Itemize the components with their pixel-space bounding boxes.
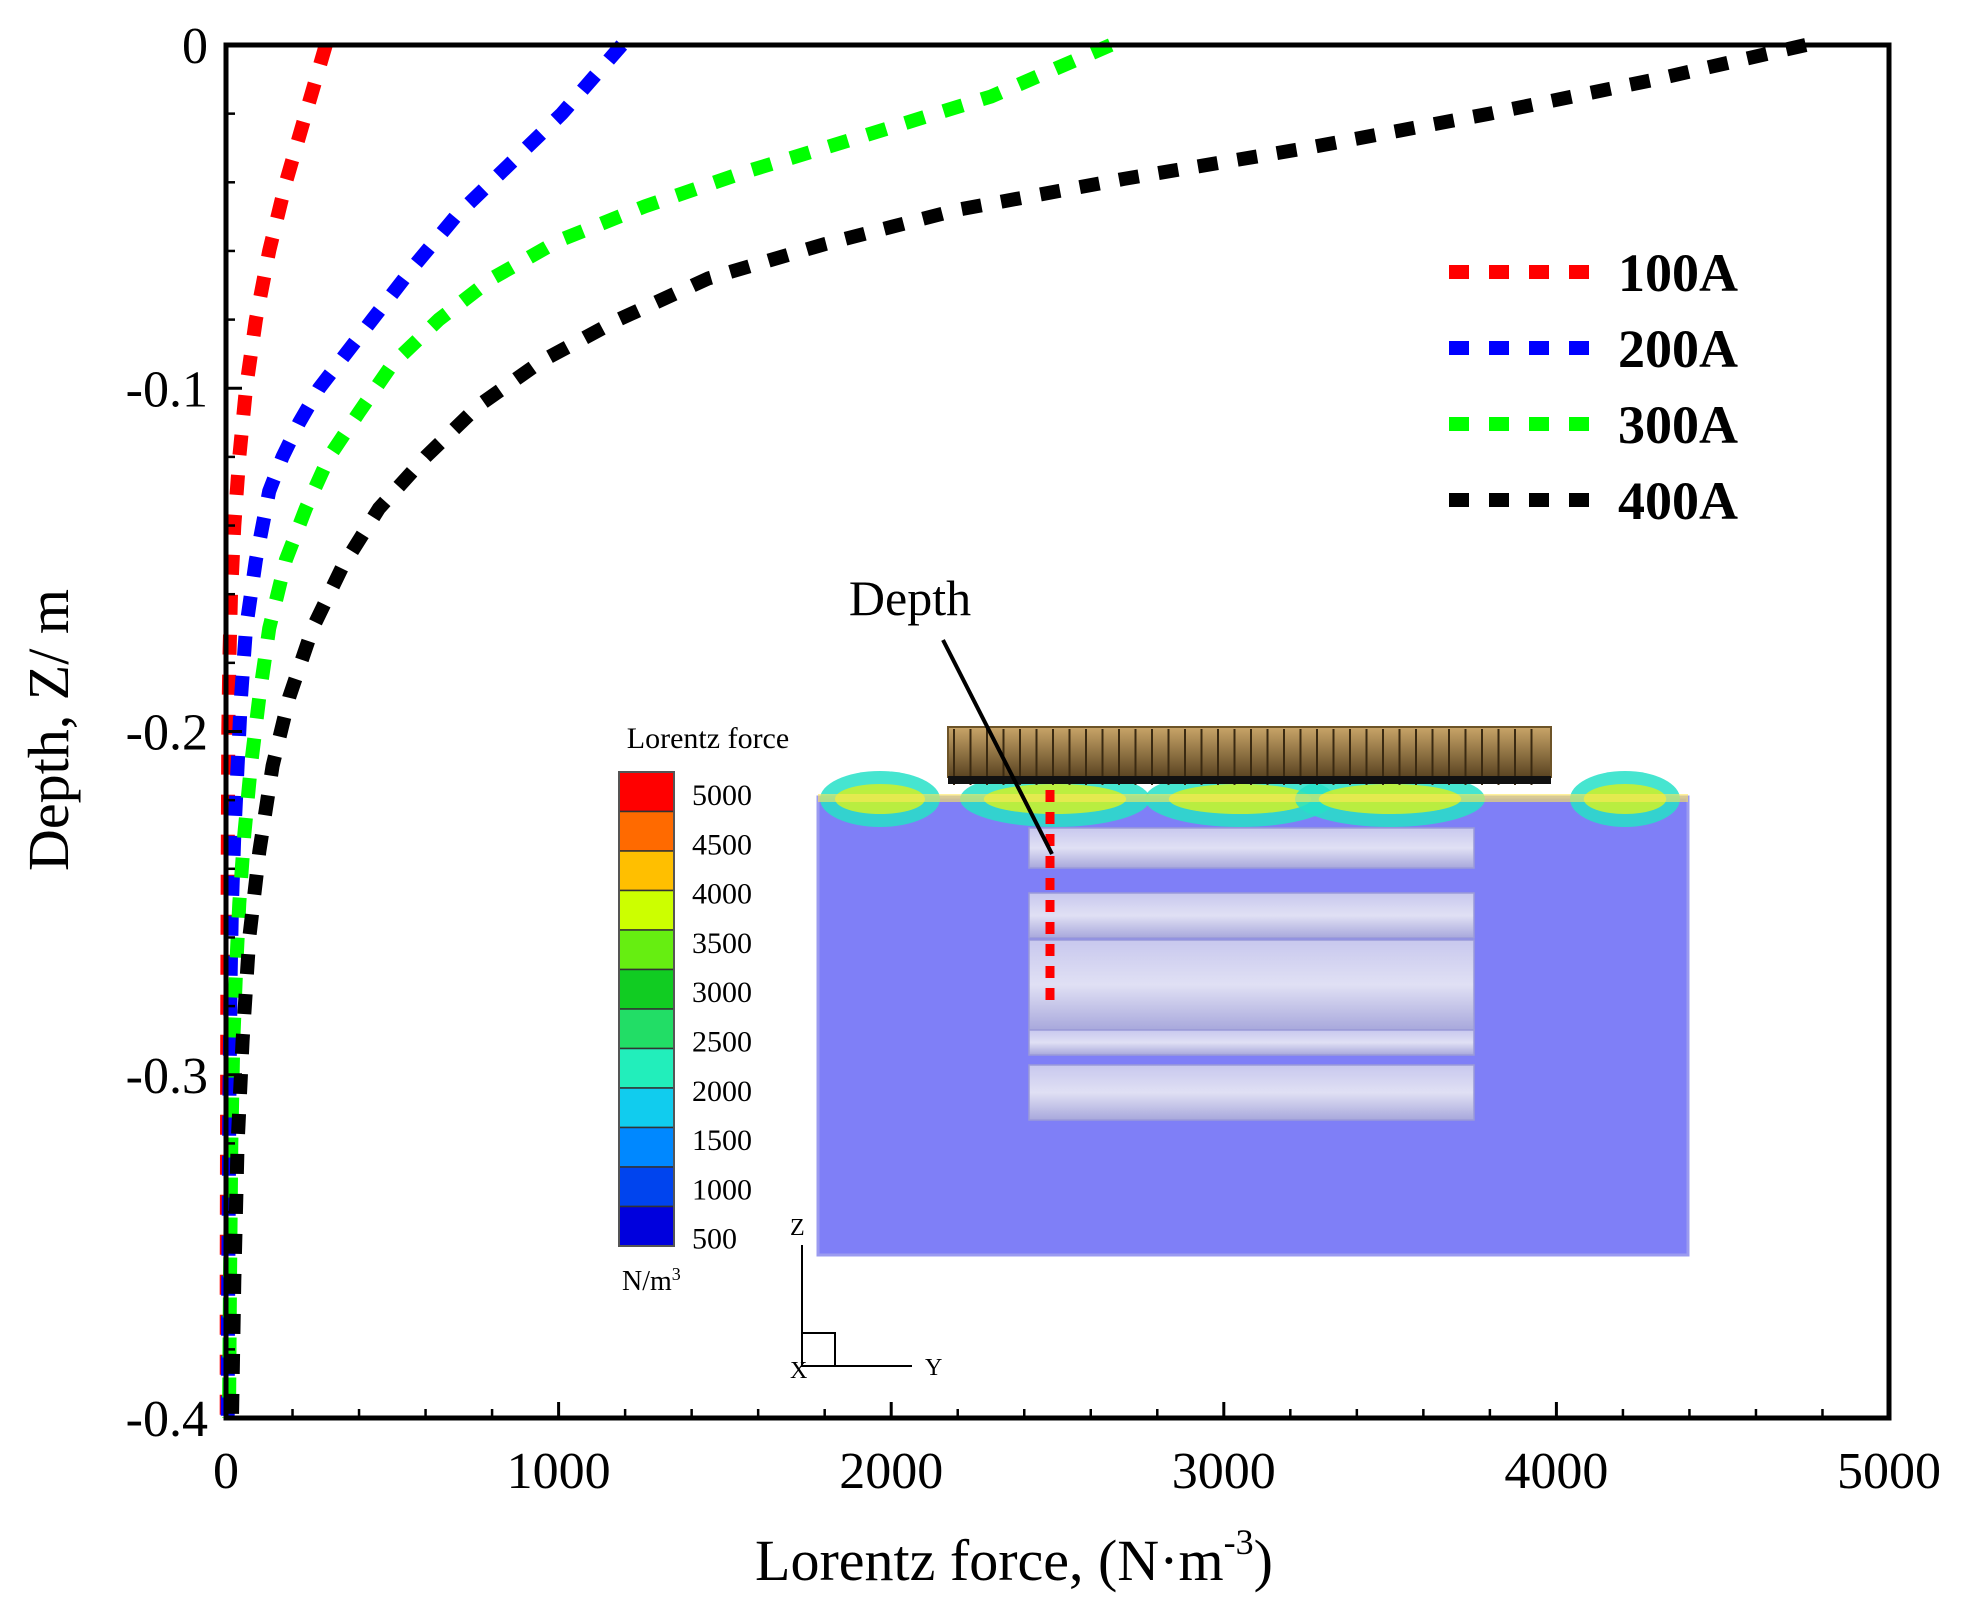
- x-axis-label: Lorentz force, (N·m-3): [755, 1522, 1273, 1593]
- colorbar-label: 2500: [692, 1026, 752, 1059]
- colorbar-frame: [618, 771, 675, 1247]
- colorbar-unit-sup: 3: [672, 1264, 681, 1284]
- y-tick-label: -0.1: [126, 361, 208, 418]
- y-tick-label: -0.2: [126, 705, 208, 762]
- internal-layer-band: [1028, 939, 1475, 1031]
- colorbar-swatch: [618, 1087, 675, 1129]
- internal-layer-band: [1028, 892, 1475, 939]
- triad-x-label: X: [790, 1358, 807, 1384]
- colorbar-swatch: [618, 1166, 675, 1208]
- x-tick-label: 2000: [839, 1443, 943, 1500]
- depth-annotation: Depth: [849, 570, 971, 626]
- colorbar-swatch: [618, 1126, 675, 1168]
- colorbar-label: 4500: [692, 828, 752, 861]
- internal-layer-band: [1028, 1064, 1475, 1121]
- coil-base: [948, 776, 1551, 784]
- coil-bar: [947, 726, 1552, 778]
- triad-z-label: Z: [790, 1215, 805, 1241]
- triad-origin-box: [801, 1332, 836, 1367]
- colorbar-swatch: [618, 810, 675, 852]
- colorbar-label: 1500: [692, 1124, 752, 1157]
- colorbar-label: 4000: [692, 878, 752, 911]
- colorbar-swatch: [618, 1205, 675, 1247]
- y-tick-label: -0.3: [126, 1048, 208, 1105]
- internal-layer-band: [1028, 827, 1475, 869]
- colorbar-swatch: [618, 1008, 675, 1050]
- y-tick-label: 0: [182, 18, 208, 75]
- axes-layer: 0 1000 2000 3000 4000 5000 0 -0.1 -0.2 -0.3 -0.4: [126, 18, 1941, 1500]
- triad-y-label: Y: [925, 1355, 942, 1381]
- colorbar-label: 2000: [692, 1075, 752, 1108]
- series-line-400a: [225, 38, 1808, 1419]
- series-line-200a: [220, 40, 628, 1419]
- series-line-300a: [222, 38, 1114, 1419]
- colorbar-swatch: [618, 968, 675, 1010]
- colorbar-swatch: [618, 929, 675, 971]
- colorbar-label: 5000: [692, 779, 752, 812]
- y-axis-label: Depth, Z/ m: [16, 589, 81, 871]
- colorbar-label: 1000: [692, 1173, 752, 1206]
- x-tick-label: 0: [213, 1443, 239, 1500]
- legend-label-300a: 300A: [1618, 395, 1738, 455]
- colorbar-swatch: [618, 889, 675, 931]
- colorbar-label: 500: [692, 1223, 737, 1256]
- y-tick-label: -0.4: [126, 1391, 208, 1448]
- x-tick-label: 4000: [1504, 1443, 1608, 1500]
- surface-layer: [818, 794, 1688, 802]
- legend-label-100a: 100A: [1618, 243, 1738, 303]
- colorbar-unit: N/m3: [622, 1264, 681, 1297]
- internal-layer-band: [1028, 1029, 1475, 1056]
- colorbar-label: 3500: [692, 927, 752, 960]
- colorbar-swatch: [618, 1047, 675, 1089]
- x-tick-label: 1000: [507, 1443, 611, 1500]
- colorbar-swatch: [618, 771, 675, 813]
- x-tick-label: 5000: [1837, 1443, 1941, 1500]
- colorbar-label: 3000: [692, 976, 752, 1009]
- legend: 100A 200A 300A 400A: [1449, 243, 1738, 531]
- colorbar-swatch: [618, 850, 675, 892]
- colorbar-title: Lorentz force: [627, 722, 789, 755]
- x-tick-label: 3000: [1172, 1443, 1276, 1500]
- legend-label-400a: 400A: [1618, 471, 1738, 531]
- legend-label-200a: 200A: [1618, 319, 1738, 379]
- depth-annotation-leader: [941, 639, 1054, 855]
